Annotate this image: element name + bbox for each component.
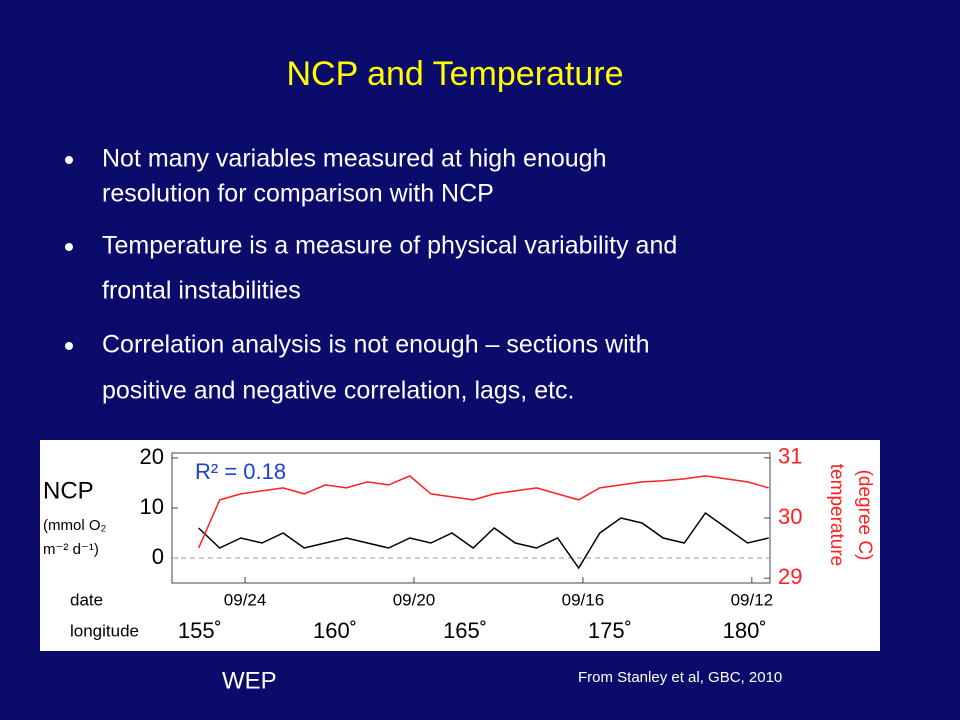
y2-tick-label: 30 xyxy=(778,504,802,529)
bullet-line: positive and negative correlation, lags,… xyxy=(102,377,575,405)
bullet-line: Correlation analysis is not enough – sec… xyxy=(102,331,650,359)
x-axis-label: date xyxy=(70,590,103,609)
y2-axis-label: temperature xyxy=(826,464,847,566)
x2-tick-label: 165˚ xyxy=(443,618,487,643)
y-axis-label: m⁻² d⁻¹) xyxy=(43,541,99,558)
x-tick-label: 09/16 xyxy=(562,590,605,609)
slide-title: NCP and Temperature xyxy=(286,55,623,93)
y-tick-label: 0 xyxy=(152,544,164,569)
y-tick-label: 10 xyxy=(140,494,164,519)
x2-tick-label: 175˚ xyxy=(588,618,632,643)
x2-tick-label: 160˚ xyxy=(313,618,357,643)
y2-tick-label: 31 xyxy=(778,444,802,469)
x2-axis-label: longitude xyxy=(70,621,139,640)
series-line xyxy=(198,511,769,570)
x-tick-label: 09/12 xyxy=(731,590,774,609)
y-axis-label: (mmol O₂ xyxy=(43,517,106,534)
footer-label: WEP xyxy=(222,667,277,694)
bullet-line: Temperature is a measure of physical var… xyxy=(102,232,677,260)
bullet-dot xyxy=(65,156,73,164)
series-line xyxy=(197,475,769,549)
bullet-line: frontal instabilities xyxy=(102,277,301,305)
y2-axis-label: (degree C) xyxy=(854,470,875,561)
x2-tick-label: 155˚ xyxy=(178,618,222,643)
bullet-line: resolution for comparison with NCP xyxy=(102,180,494,208)
y2-tick-label: 29 xyxy=(778,564,802,589)
bullet-line: Not many variables measured at high enou… xyxy=(102,145,606,173)
annotation: R² = 0.18 xyxy=(195,459,286,484)
bullet-dot xyxy=(65,342,73,350)
y-tick-label: 20 xyxy=(140,444,164,469)
y-axis-label: NCP xyxy=(43,477,94,504)
x2-tick-label: 180˚ xyxy=(723,618,767,643)
bullet-dot xyxy=(65,243,73,251)
x-tick-label: 09/20 xyxy=(393,590,436,609)
citation: From Stanley et al, GBC, 2010 xyxy=(578,669,782,686)
figure-background xyxy=(40,440,880,651)
x-tick-label: 09/24 xyxy=(224,590,267,609)
